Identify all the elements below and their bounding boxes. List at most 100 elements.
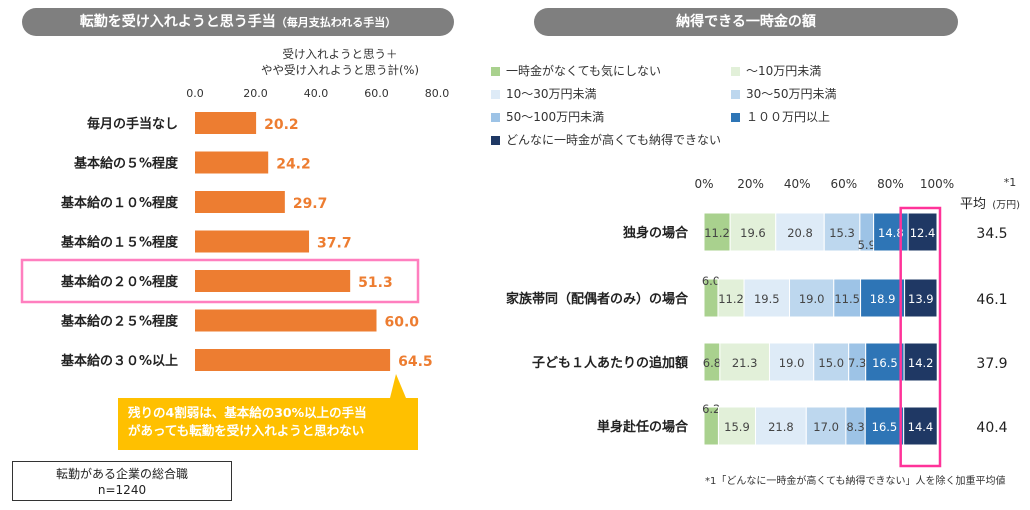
right-x-tick: 100% xyxy=(920,177,954,191)
average-value: 46.1 xyxy=(976,292,1007,308)
stacked-segment xyxy=(907,212,938,252)
legend-item: どんなに一時金が高くても納得できない xyxy=(490,131,721,148)
allowance-chart: 受け入れようと思う＋ やや受け入れようと思う計(%) 0.0 20.0 40.0 60… xyxy=(20,47,449,371)
segment-value-label: 14.8 xyxy=(878,226,904,240)
legend-label: １００万円以上 xyxy=(746,110,831,124)
legend-swatch xyxy=(490,89,501,100)
legend-label: 50～100万円未満 xyxy=(506,110,605,124)
legend-swatch xyxy=(490,112,501,123)
segment-value-label: 8.3 xyxy=(846,420,864,434)
left-axis-header-line2: やや受け入れようと思う計(%) xyxy=(261,63,419,77)
legend-item: 30～50万円未満 xyxy=(730,85,837,102)
segment-value-label: 7.3 xyxy=(848,356,866,370)
legend: 一時金がなくても気にしない ～10万円未満 10～30万円未満 30～50万円未満 50… xyxy=(490,62,1010,157)
left-category-label: 基本給の２０%程度 xyxy=(60,274,179,290)
legend-label: 10～30万円未満 xyxy=(506,87,597,101)
avg-label: 平均 xyxy=(960,197,986,212)
callout-pointer xyxy=(390,374,406,398)
segment-value-label: 19.0 xyxy=(779,356,805,370)
left-x-tick: 40.0 xyxy=(304,87,329,100)
left-axis-header-line1: 受け入れようと思う＋ xyxy=(283,47,398,61)
segment-value-label: 16.5 xyxy=(872,356,898,370)
segment-value-label: 6.8 xyxy=(703,356,721,370)
allowance-bar xyxy=(195,191,285,213)
segment-value-label: 21.8 xyxy=(768,420,794,434)
legend-swatch xyxy=(730,112,741,123)
stacked-segment xyxy=(833,278,862,318)
allowance-value-label: 60.0 xyxy=(385,315,420,331)
right-category-label: 子ども１人あたりの追加額 xyxy=(532,355,688,371)
stacked-segment xyxy=(719,342,770,382)
right-x-tick: 0% xyxy=(694,177,713,191)
callout-box: 残りの4割弱は、基本給の30%以上の手当 があっても転勤を受け入れようと思わない xyxy=(118,398,418,450)
left-title: 転勤を受け入れようと思う手当 xyxy=(79,14,276,30)
segment-value-label: 14.2 xyxy=(908,356,934,370)
segment-value-label: 11.2 xyxy=(718,292,744,306)
segment-value-label: 11.5 xyxy=(834,292,860,306)
segment-value-label: 17.0 xyxy=(813,420,839,434)
stacked-segment xyxy=(703,212,731,252)
legend-swatch xyxy=(490,135,501,146)
legend-item: 10～30万円未満 xyxy=(490,85,597,102)
right-category-label: 独身の場合 xyxy=(623,225,689,241)
left-title-pill: 転勤を受け入れようと思う手当（毎月支払われる手当） xyxy=(22,8,454,36)
left-category-label: 基本給の５%程度 xyxy=(73,156,179,172)
legend-item: 一時金がなくても気にしない xyxy=(490,62,661,79)
left-category-label: 基本給の１０%程度 xyxy=(60,195,179,211)
average-value: 40.4 xyxy=(976,420,1007,436)
footnote: *1「どんなに一時金が高くても納得できない」人を除く加重平均値 xyxy=(705,476,1006,487)
lump-sum-chart: *1 平均 (万円) 0% 20% 40% 60% 80% 100% 独身の場合 11.2 19… xyxy=(506,176,1020,468)
right-x-tick: 80% xyxy=(877,177,904,191)
right-title-pill: 納得できる一時金の額 xyxy=(534,8,958,36)
stacked-segment xyxy=(873,212,909,252)
avg-marker: *1 xyxy=(1004,176,1017,189)
legend-label: 30～50万円未満 xyxy=(746,87,837,101)
right-title: 納得できる一時金の額 xyxy=(676,14,816,30)
segment-value-label: 18.9 xyxy=(870,292,896,306)
legend-swatch xyxy=(730,89,741,100)
allowance-value-label: 64.5 xyxy=(398,354,433,370)
segment-value-label: 11.2 xyxy=(704,226,730,240)
legend-swatch xyxy=(490,66,501,77)
stacked-segment xyxy=(823,212,861,252)
legend-item: 50～100万円未満 xyxy=(490,108,604,125)
segment-value-label: 15.3 xyxy=(829,226,855,240)
avg-unit: (万円) xyxy=(992,200,1020,211)
segment-value-label: 21.3 xyxy=(732,356,758,370)
segment-value-label: 15.0 xyxy=(818,356,844,370)
segment-value-label: 6.0 xyxy=(702,274,720,288)
segment-value-label: 16.5 xyxy=(872,420,898,434)
segment-value-label: 20.8 xyxy=(787,226,813,240)
right-x-tick: 60% xyxy=(830,177,857,191)
stacked-segment xyxy=(813,342,850,382)
left-category-label: 基本給の１５%程度 xyxy=(60,235,179,251)
average-value: 37.9 xyxy=(976,356,1007,372)
sample-line1: 転勤がある企業の総合職 xyxy=(55,467,188,481)
stacked-segment xyxy=(729,212,777,252)
callout-line1: 残りの4割弱は、基本給の30%以上の手当 xyxy=(128,405,367,420)
segment-value-label: 14.4 xyxy=(908,420,934,434)
legend-label: 一時金がなくても気にしない xyxy=(506,64,662,78)
segment-value-label: 5.9 xyxy=(858,238,876,252)
highlight-frame xyxy=(20,258,420,304)
segment-value-label: 19.0 xyxy=(799,292,825,306)
stacked-segment xyxy=(717,278,745,318)
left-x-tick: 0.0 xyxy=(186,87,204,100)
allowance-bar xyxy=(195,151,269,174)
segment-value-label: 13.9 xyxy=(908,292,934,306)
stacked-segment xyxy=(904,278,938,318)
average-value: 34.5 xyxy=(976,226,1007,242)
legend-label: どんなに一時金が高くても納得できない xyxy=(506,133,722,147)
legend-swatch xyxy=(730,66,741,77)
allowance-value-label: 20.2 xyxy=(264,117,299,133)
segment-value-label: 6.2 xyxy=(702,402,720,416)
stacked-segment xyxy=(860,278,906,318)
stacked-segment xyxy=(768,342,815,382)
left-category-label: 毎月の手当なし xyxy=(87,116,178,132)
sample-box: 転勤がある企業の総合職 n=1240 xyxy=(12,461,232,501)
legend-item: ～10万円未満 xyxy=(730,62,821,79)
stacked-segment xyxy=(743,278,791,318)
sample-line2: n=1240 xyxy=(97,483,147,497)
allowance-value-label: 29.7 xyxy=(293,196,328,212)
stacked-segment xyxy=(865,342,905,382)
